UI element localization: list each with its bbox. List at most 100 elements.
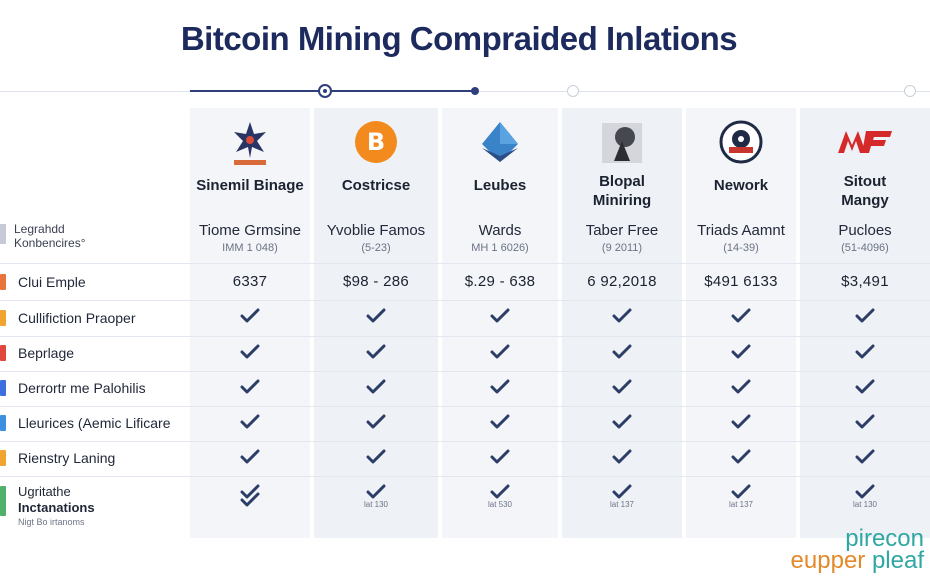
check-icon <box>490 449 510 464</box>
column-subtitle: Triads Aamnt <box>697 222 785 239</box>
column-bg-3 <box>442 108 558 538</box>
row-separator <box>0 300 930 301</box>
check-icon <box>366 414 386 429</box>
bitcoin-icon: B <box>352 118 400 166</box>
comparison-table: Sinemil Binage Tiome Grmsine IMM 1 048) … <box>0 108 930 538</box>
check-icon <box>240 414 260 429</box>
check-icon <box>366 308 386 323</box>
label-marker <box>0 224 6 244</box>
check-icon <box>240 308 260 323</box>
column-subnote: (51-4096) <box>841 242 889 254</box>
feature-label: Rienstry Laning <box>18 450 116 466</box>
column-bg-6 <box>800 108 930 538</box>
feature-label-multiline: Ugritathe Inctanations Nigt Bo irtanoms <box>18 484 95 528</box>
row-separator <box>0 441 930 442</box>
check-icon <box>731 414 751 429</box>
column-subtitle: Yvoblie Famos <box>326 222 426 239</box>
column-subtitle: Tiome Grmsine <box>199 222 301 239</box>
check-icon <box>731 344 751 359</box>
column-footnote: lat 137 <box>728 500 754 509</box>
check-icon <box>240 344 260 359</box>
check-icon <box>366 449 386 464</box>
star-compass-icon <box>226 118 274 166</box>
check-icon <box>240 484 260 499</box>
red-mf-logo-icon <box>835 118 895 166</box>
label-marker <box>0 415 6 431</box>
column-bg-1 <box>190 108 310 538</box>
column-footnote: lat 530 <box>487 500 513 509</box>
timeline-step-end[interactable] <box>471 87 479 95</box>
label-marker <box>0 486 6 516</box>
column-name: Leubes <box>473 177 527 194</box>
check-icon <box>612 308 632 323</box>
check-icon <box>855 344 875 359</box>
page-title: Bitcoin Mining Compraided Inlations <box>180 20 738 57</box>
check-icon <box>490 344 510 359</box>
check-icon <box>731 308 751 323</box>
row-header-line: Legrahdd <box>14 222 65 236</box>
column-bg-5 <box>686 108 796 538</box>
column-footnote: lat 130 <box>852 500 878 509</box>
column-subnote: IMM 1 048) <box>222 242 278 254</box>
column-subtitle: Pucloes <box>838 222 892 239</box>
column-subtitle: Taber Free <box>585 222 659 239</box>
check-icon <box>731 379 751 394</box>
column-header[interactable]: Leubes Wards MH 1 6026) $.29 - 638 lat 5… <box>442 108 558 538</box>
column-price: $.29 - 638 <box>464 273 536 290</box>
column-header[interactable]: B Costricse Yvoblie Famos (5-23) $98 - 2… <box>314 108 438 538</box>
row-separator <box>0 476 930 477</box>
check-icon <box>240 379 260 394</box>
feature-label: Lleurices (Aemic Lificare <box>18 415 171 431</box>
timeline-step-last[interactable] <box>904 85 916 97</box>
label-marker <box>0 274 6 290</box>
timeline-progress <box>190 90 475 92</box>
column-header[interactable]: Blopal Miniring Taber Free (9 2011) 6 92… <box>562 108 682 538</box>
column-bg-4 <box>562 108 682 538</box>
column-header[interactable]: Sitout Mangy Pucloes (51-4096) $3,491 la… <box>800 108 930 538</box>
timeline-rest <box>478 91 930 92</box>
check-icon <box>240 492 260 507</box>
check-icon <box>612 414 632 429</box>
column-name: Nework <box>713 177 769 194</box>
feature-label: Derrortr me Palohilis <box>18 380 146 396</box>
check-icon <box>490 379 510 394</box>
check-icon <box>855 414 875 429</box>
feature-label-line: Inctanations <box>18 500 95 515</box>
column-name: Costricse <box>341 177 411 194</box>
feature-label-note: Nigt Bo irtanoms <box>18 517 85 527</box>
check-icon <box>490 484 510 499</box>
column-footnote: lat 130 <box>363 500 389 509</box>
label-marker <box>0 345 6 361</box>
feature-label: Clui Emple <box>18 274 86 290</box>
column-header[interactable]: Sinemil Binage Tiome Grmsine IMM 1 048) … <box>190 108 310 538</box>
feature-labels: Legrahdd Konbencires° Clui Emple Cullifi… <box>0 108 190 538</box>
column-subnote: (14-39) <box>723 242 759 254</box>
check-icon <box>612 379 632 394</box>
blue-diamond-icon <box>476 118 524 166</box>
column-price: 6337 <box>232 273 268 290</box>
row-header-label: Legrahdd Konbencires° <box>14 222 86 250</box>
miner-icon <box>598 118 646 166</box>
check-icon <box>490 308 510 323</box>
column-name: Sinemil Binage <box>196 177 304 194</box>
check-icon <box>612 344 632 359</box>
check-icon <box>855 308 875 323</box>
label-marker <box>0 380 6 396</box>
row-separator <box>0 406 930 407</box>
column-subnote: MH 1 6026) <box>471 242 529 254</box>
column-footnote: lat 137 <box>609 500 635 509</box>
column-price: $491 6133 <box>704 273 778 290</box>
check-icon <box>855 449 875 464</box>
check-icon <box>366 484 386 499</box>
column-price: $3,491 <box>841 273 889 290</box>
row-separator <box>0 336 930 337</box>
check-icon <box>731 449 751 464</box>
feature-label: Cullifiction Praoper <box>18 310 136 326</box>
network-badge-icon <box>717 118 765 166</box>
timeline-step-next[interactable] <box>567 85 579 97</box>
column-header[interactable]: Nework Triads Aamnt (14-39) $491 6133 la… <box>686 108 796 538</box>
timeline-step-current[interactable] <box>318 84 332 98</box>
column-subnote: (5-23) <box>361 242 391 254</box>
check-icon <box>855 484 875 499</box>
check-icon <box>366 344 386 359</box>
